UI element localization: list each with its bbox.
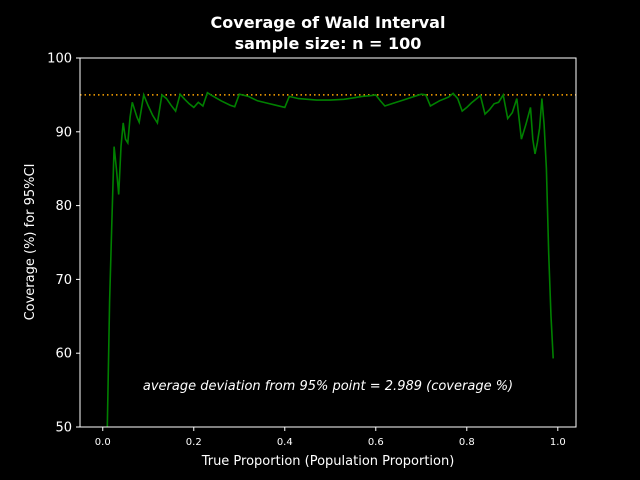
series-layer (106, 91, 554, 428)
x-axis-label: True Proportion (Population Proportion) (201, 454, 455, 469)
average-deviation-annotation: average deviation from 95% point = 2.989… (143, 379, 513, 394)
y-tick-label: 100 (47, 52, 72, 67)
series-line-0 (106, 91, 554, 428)
y-tick-label: 80 (55, 199, 72, 214)
x-tick-label: 0.0 (95, 437, 111, 448)
x-tick-label: 1.0 (550, 437, 566, 448)
x-tick-label: 0.8 (459, 437, 475, 448)
y-tick-label: 90 (55, 125, 72, 140)
x-tick-label: 0.4 (277, 437, 293, 448)
y-tick-label: 70 (55, 273, 72, 288)
plot-area: 0.0 0.2 0.4 0.6 0.8 1.0 50 60 70 80 90 100 (47, 52, 577, 448)
y-tick-label: 50 (55, 421, 72, 436)
y-tick-label: 60 (55, 347, 72, 362)
x-tick-label: 0.2 (186, 437, 202, 448)
chart-title: Coverage of Wald Interval (211, 13, 446, 32)
y-axis-label: Coverage (%) for 95%CI (23, 164, 38, 321)
x-tick-label: 0.6 (368, 437, 384, 448)
y-axis-ticks: 50 60 70 80 90 100 (47, 52, 80, 436)
plot-frame (79, 57, 577, 428)
chart-subtitle: sample size: n = 100 (235, 34, 422, 53)
x-axis-ticks: 0.0 0.2 0.4 0.6 0.8 1.0 (95, 427, 566, 448)
